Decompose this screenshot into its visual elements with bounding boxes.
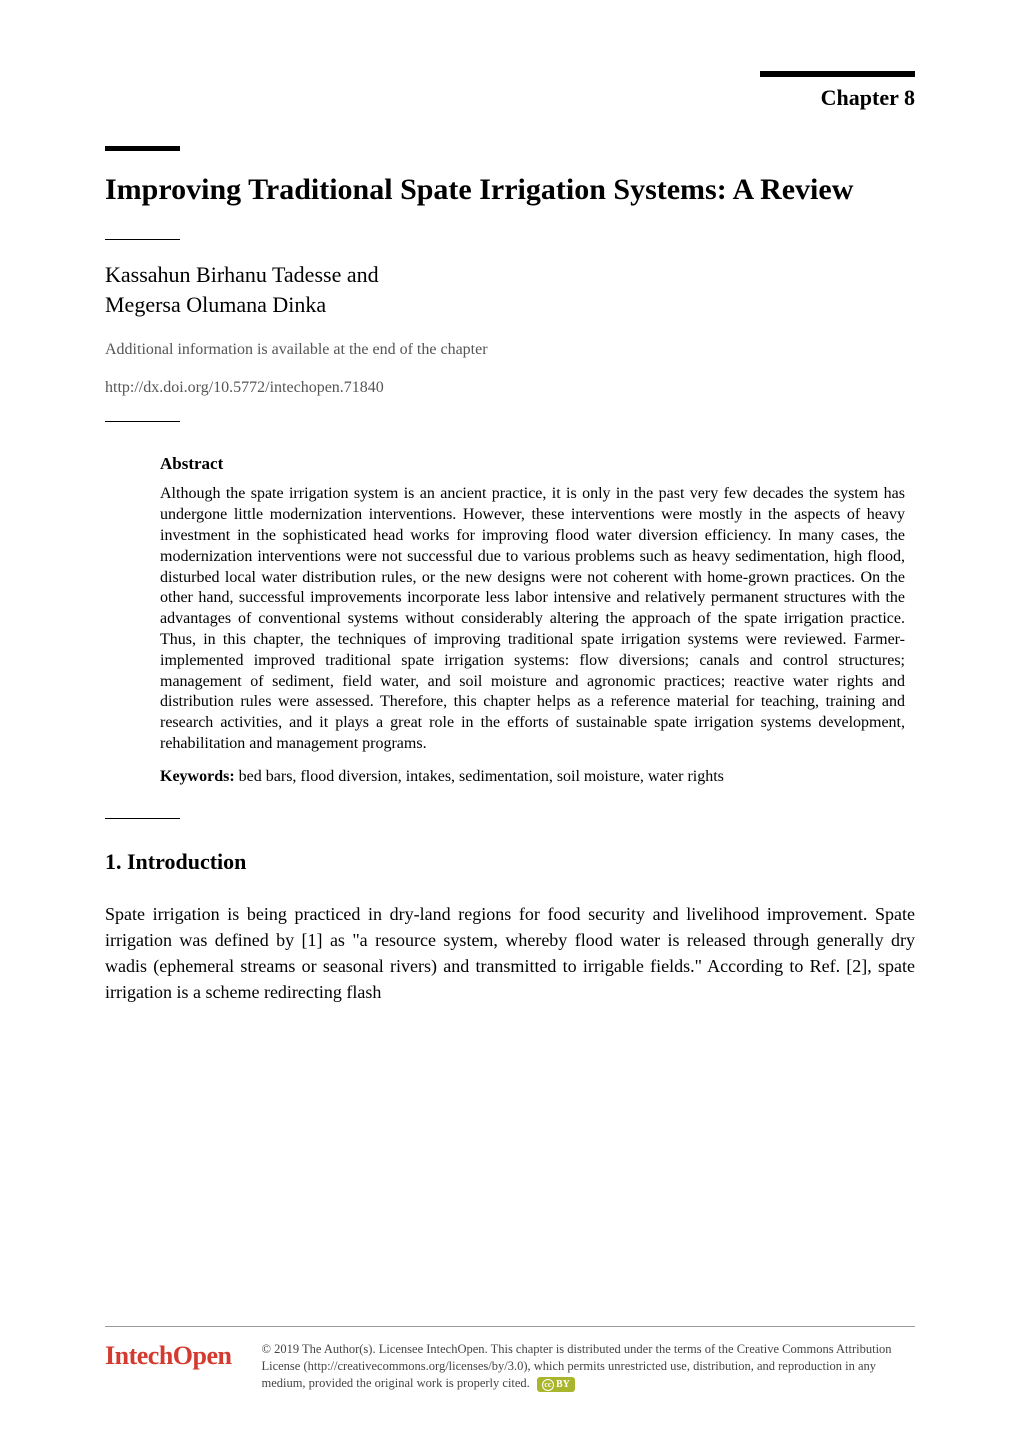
footer-rule	[105, 1326, 915, 1327]
abstract-block: Abstract Although the spate irrigation s…	[160, 454, 905, 787]
title-rule	[105, 146, 180, 151]
doi-link[interactable]: http://dx.doi.org/10.5772/intechopen.718…	[105, 379, 915, 397]
keywords-label: Keywords:	[160, 768, 235, 785]
additional-info: Additional information is available at t…	[105, 341, 915, 359]
section-heading-introduction: 1. Introduction	[105, 849, 915, 875]
copyright-text: © 2019 The Author(s). Licensee IntechOpe…	[261, 1341, 915, 1392]
cc-by-text: BY	[556, 1379, 570, 1390]
chapter-title: Improving Traditional Spate Irrigation S…	[105, 169, 915, 211]
introduction-body: Spate irrigation is being practiced in d…	[105, 901, 915, 1005]
keywords: Keywords: bed bars, flood diversion, int…	[160, 767, 905, 788]
chapter-label: Chapter 8	[105, 85, 915, 111]
cc-icon: cc	[542, 1379, 554, 1391]
section-rule	[105, 818, 180, 819]
abstract-heading: Abstract	[160, 454, 905, 474]
author-rule	[105, 239, 180, 240]
cc-by-badge: ccBY	[537, 1377, 575, 1393]
authors: Kassahun Birhanu Tadesse and Megersa Olu…	[105, 260, 915, 319]
abstract-rule	[105, 421, 180, 422]
page-footer: IntechOpen © 2019 The Author(s). License…	[105, 1326, 915, 1392]
author-line-1: Kassahun Birhanu Tadesse and	[105, 260, 915, 290]
intechopen-logo: IntechOpen	[105, 1341, 231, 1371]
copyright-body: © 2019 The Author(s). Licensee IntechOpe…	[261, 1342, 891, 1390]
author-line-2: Megersa Olumana Dinka	[105, 290, 915, 320]
abstract-text: Although the spate irrigation system is …	[160, 484, 905, 754]
keywords-text: bed bars, flood diversion, intakes, sedi…	[235, 768, 724, 785]
